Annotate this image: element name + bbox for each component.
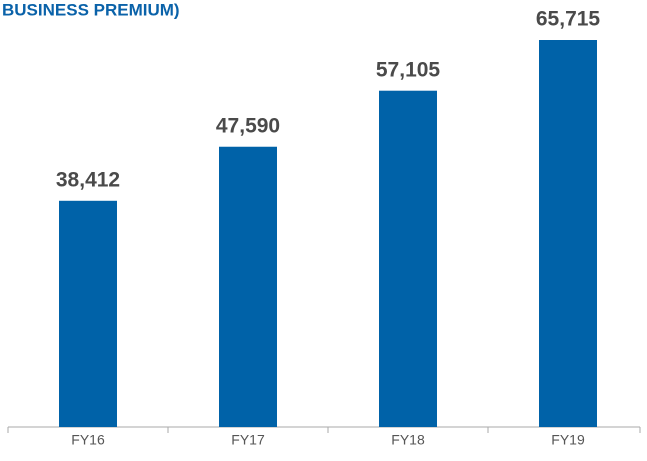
bar	[539, 40, 597, 427]
x-tick-label: FY17	[231, 432, 265, 448]
value-label: 47,590	[216, 114, 280, 137]
value-label: 38,412	[56, 168, 120, 191]
chart-title: BUSINESS PREMIUM)	[2, 0, 180, 19]
value-label: 65,715	[536, 8, 601, 31]
bar	[379, 90, 437, 427]
x-tick-label: FY19	[551, 432, 585, 448]
x-tick-label: FY18	[391, 432, 425, 448]
bar	[219, 146, 277, 428]
bar	[59, 200, 117, 427]
value-label: 57,105	[376, 58, 441, 81]
x-tick-label: FY16	[71, 432, 105, 448]
